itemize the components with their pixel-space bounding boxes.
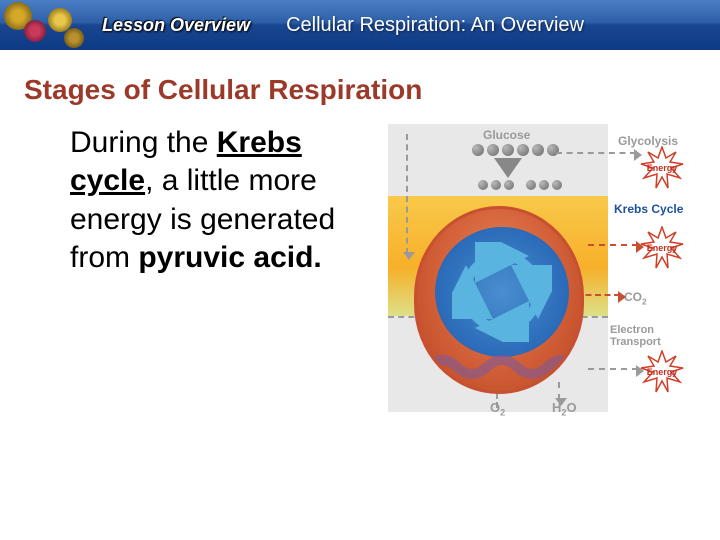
lesson-overview-label: Lesson Overview	[102, 15, 250, 36]
label-glucose: Glucose	[483, 128, 530, 142]
label-krebs: Krebs Cycle	[614, 202, 683, 216]
energy-burst-et: Energy	[640, 350, 684, 394]
mitochondrion-icon	[414, 206, 584, 394]
cycle-arrows-icon	[452, 242, 552, 342]
glucose-molecule	[472, 144, 559, 156]
dashed-arrow-krebs-energy	[588, 244, 638, 246]
respiration-diagram: Glucose Glycolysis Krebs Cycle CO2 Elect…	[388, 124, 688, 424]
energy-burst-krebs: Energy	[640, 226, 684, 270]
header-title: Cellular Respiration: An Overview	[286, 14, 584, 37]
energy-burst-glycolysis: Energy	[640, 146, 684, 190]
krebs-cycle-circle	[435, 227, 569, 357]
energy-label-1: Energy	[647, 163, 678, 173]
label-co2: CO2	[624, 290, 647, 306]
pyruvate-molecules	[478, 180, 562, 190]
dashed-arrow-down	[406, 134, 408, 254]
label-electron-transport: Electron Transport	[610, 324, 688, 348]
dashed-arrow-h2o	[558, 382, 560, 400]
slide-header: Lesson Overview Cellular Respiration: An…	[0, 0, 720, 50]
body-paragraph: During the Krebs cycle, a little more en…	[70, 124, 370, 424]
content-row: During the Krebs cycle, a little more en…	[0, 106, 720, 424]
et-membrane-icon	[427, 351, 577, 383]
header-flowers	[0, 0, 100, 50]
section-heading: Stages of Cellular Respiration	[24, 74, 720, 106]
dashed-arrow-glyc-energy	[556, 152, 636, 154]
text-intro: During the	[70, 126, 217, 159]
glycolysis-arrow-icon	[494, 158, 522, 178]
dashed-arrow-et-energy	[588, 368, 638, 370]
energy-label-2: Energy	[647, 243, 678, 253]
text-pyruvic: pyruvic acid.	[138, 241, 321, 274]
energy-label-3: Energy	[647, 367, 678, 377]
